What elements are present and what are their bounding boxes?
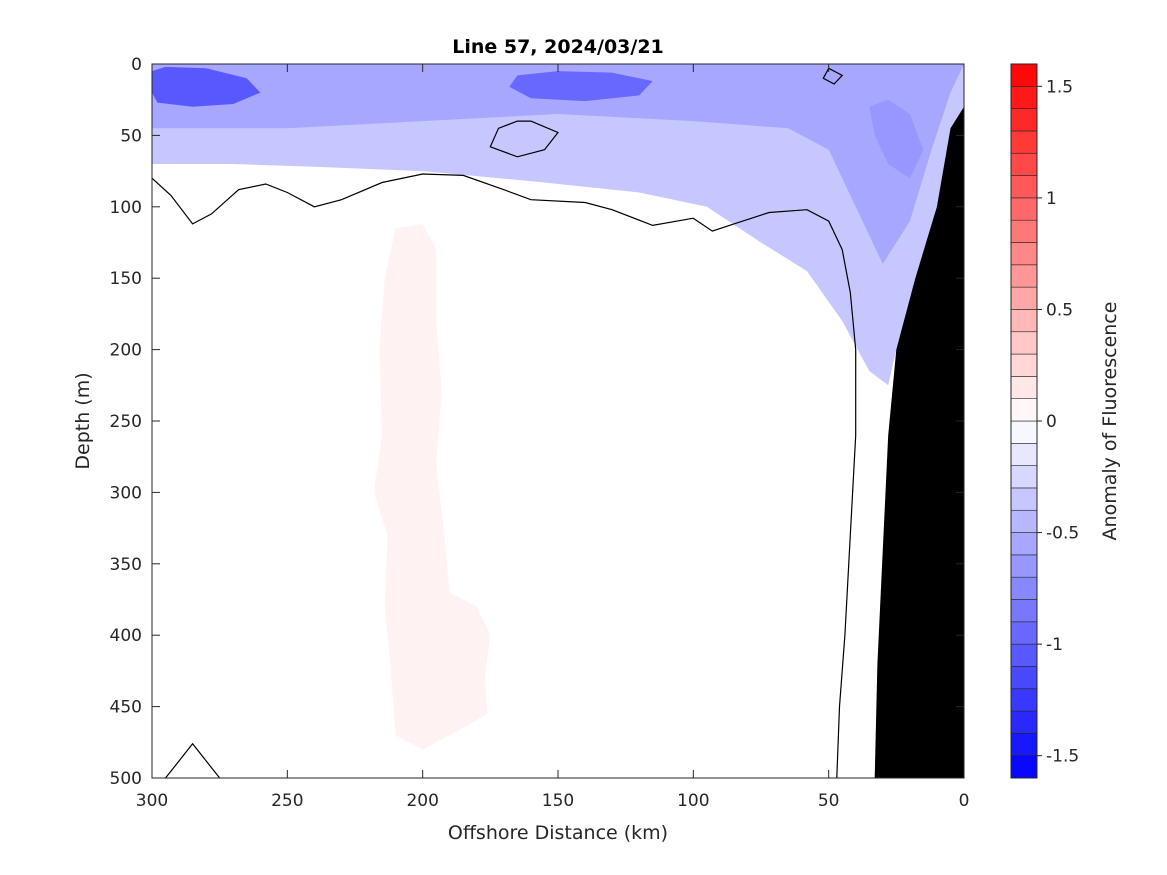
colorbar-level <box>1010 733 1038 756</box>
colorbar-level <box>1010 576 1038 600</box>
x-tick-label: 100 <box>677 791 709 811</box>
plot-area <box>152 64 964 778</box>
y-tick-label: 300 <box>110 483 142 503</box>
colorbar-level <box>1010 242 1038 266</box>
colorbar-level <box>1010 666 1038 690</box>
zero-contour <box>165 742 221 778</box>
colorbar-level <box>1010 532 1038 556</box>
colorbar-level <box>1010 130 1038 154</box>
anomaly-region <box>152 64 964 264</box>
x-tick-label: 250 <box>271 791 303 811</box>
colorbar-tick-label: -0.5 <box>1046 524 1079 544</box>
colorbar-label: Anomaly of Fluorescence <box>1099 302 1121 541</box>
colorbar-tick-label: 0 <box>1046 412 1057 432</box>
colorbar-tick-label: 0.5 <box>1046 300 1073 320</box>
colorbar-level <box>1010 376 1038 399</box>
colorbar-tick-label: 1 <box>1046 189 1057 209</box>
y-tick-label: 0 <box>131 55 142 75</box>
zero-contour <box>152 173 857 778</box>
y-axis-label: Depth (m) <box>72 372 94 469</box>
colorbar-level <box>1010 420 1038 444</box>
colorbar-tick-label: -1 <box>1046 635 1063 655</box>
x-tick-label: 50 <box>818 791 840 811</box>
chart-title: Line 57, 2024/03/21 <box>452 36 664 58</box>
colorbar-ticks: 1.5 1 0.5 0 -0.5 -1 -1.5 <box>1037 77 1079 767</box>
colorbar-level <box>1010 688 1038 712</box>
x-tick-label: 0 <box>959 791 970 811</box>
colorbar-level <box>1010 621 1038 645</box>
y-tick-label: 500 <box>110 769 142 789</box>
anomaly-region <box>152 64 964 386</box>
y-tick-label: 150 <box>110 269 142 289</box>
y-axis: 0 50 100 150 200 250 300 350 400 450 500 <box>110 55 964 789</box>
anomaly-region <box>509 71 653 102</box>
x-tick-label: 150 <box>542 791 574 811</box>
colorbar-level <box>1010 443 1038 466</box>
colorbar-level <box>1010 599 1038 623</box>
colorbar-level <box>1010 219 1038 243</box>
colorbar <box>1010 63 1038 779</box>
colorbar-tick-label: 1.5 <box>1046 77 1073 97</box>
colorbar-level <box>1010 509 1038 533</box>
bathymetry-seafloor <box>874 106 964 778</box>
anomaly-region <box>152 66 261 107</box>
y-tick-label: 450 <box>110 698 142 718</box>
y-tick-label: 400 <box>110 626 142 646</box>
colorbar-level <box>1010 86 1038 109</box>
colorbar-level <box>1010 643 1038 667</box>
colorbar-level <box>1010 353 1038 377</box>
colorbar-level <box>1010 710 1038 734</box>
x-tick-label: 300 <box>136 791 168 811</box>
zero-contour <box>489 120 559 158</box>
x-axis-label: Offshore Distance (km) <box>448 822 668 844</box>
colorbar-level <box>1010 286 1038 310</box>
colorbar-level <box>1010 175 1038 199</box>
y-tick-label: 50 <box>120 126 142 146</box>
colorbar-level <box>1010 331 1038 355</box>
colorbar-level <box>1010 398 1038 422</box>
colorbar-tick-label: -1.5 <box>1046 747 1079 767</box>
y-tick-label: 350 <box>110 555 142 575</box>
anomaly-region <box>869 99 924 179</box>
colorbar-level <box>1010 309 1038 333</box>
y-tick-label: 250 <box>110 412 142 432</box>
colorbar-level <box>1010 108 1038 132</box>
colorbar-level <box>1010 554 1038 578</box>
colorbar-level <box>1010 755 1038 779</box>
zero-contour <box>822 67 844 85</box>
colorbar-level <box>1010 152 1038 176</box>
colorbar-level <box>1010 63 1038 87</box>
colorbar-level <box>1010 487 1038 511</box>
x-tick-label: 200 <box>406 791 438 811</box>
y-tick-label: 100 <box>110 198 142 218</box>
anomaly-region <box>373 223 491 750</box>
y-tick-label: 200 <box>110 341 142 361</box>
colorbar-level <box>1010 197 1038 221</box>
colorbar-level <box>1010 465 1038 489</box>
colorbar-level <box>1010 264 1038 288</box>
x-axis: 300 250 200 150 100 50 0 <box>136 64 970 811</box>
